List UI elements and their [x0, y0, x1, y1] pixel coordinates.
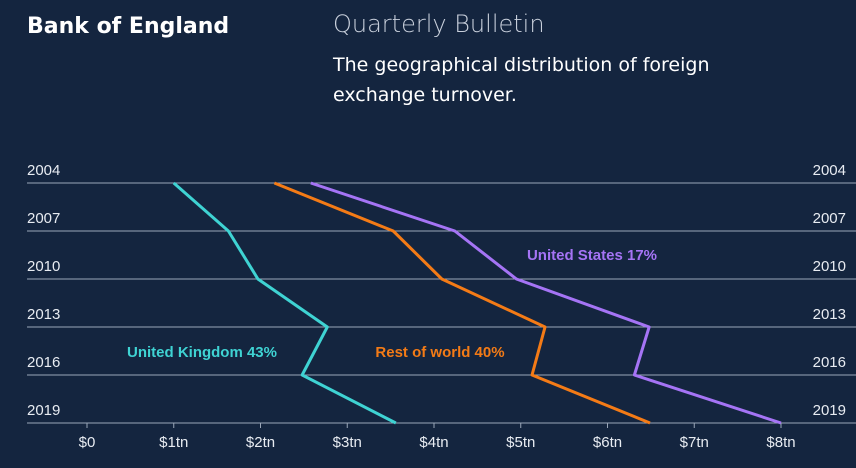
- series-label: United Kingdom 43%: [127, 344, 277, 361]
- x-tick-label: $6tn: [593, 434, 622, 451]
- series-line: [172, 181, 397, 425]
- x-tick-label: $3tn: [333, 434, 362, 451]
- y-tick-label: 2004: [813, 162, 846, 179]
- x-tick-label: $0: [79, 434, 96, 451]
- series-label: United States 17%: [527, 247, 657, 264]
- x-tick-label: $4tn: [419, 434, 448, 451]
- y-tick-label: 2016: [27, 354, 60, 371]
- x-tick-label: $7tn: [680, 434, 709, 451]
- y-tick-label: 2004: [27, 162, 60, 179]
- series-line: [273, 181, 651, 425]
- series-label: Rest of world 40%: [375, 344, 504, 361]
- y-tick-label: 2010: [813, 258, 846, 275]
- brand: Bank of England: [27, 14, 230, 39]
- y-tick-label: 2019: [813, 402, 846, 419]
- x-tick-label: $8tn: [766, 434, 795, 451]
- y-tick-label: 2007: [27, 210, 60, 227]
- y-tick-label: 2013: [27, 306, 60, 323]
- y-tick-label: 2019: [27, 402, 60, 419]
- x-tick-label: $5tn: [506, 434, 535, 451]
- series-line: [310, 181, 782, 425]
- publication: Quarterly Bulletin: [333, 10, 545, 38]
- chart-title: The geographical distribution of foreign…: [333, 54, 710, 106]
- y-tick-label: 2013: [813, 306, 846, 323]
- y-tick-label: 2016: [813, 354, 846, 371]
- y-tick-label: 2010: [27, 258, 60, 275]
- x-tick-label: $1tn: [159, 434, 188, 451]
- x-tick-label: $2tn: [246, 434, 275, 451]
- y-tick-label: 2007: [813, 210, 846, 227]
